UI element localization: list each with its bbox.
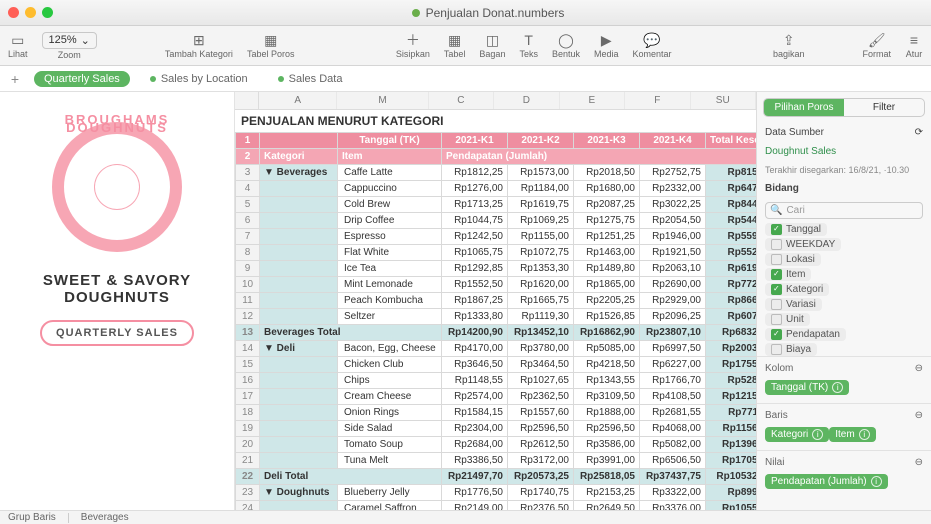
canvas-sidebar: BROUGHAMS DOUGHNUTS SWEET & SAVORY DOUGH… [0, 92, 235, 510]
column-headers: A M C D E F SU [235, 92, 756, 110]
close-icon[interactable] [8, 7, 19, 18]
checkbox-icon[interactable] [771, 329, 782, 340]
view-button[interactable]: ▭Lihat [8, 32, 28, 59]
search-icon: 🔍 [770, 205, 782, 216]
field-pendapatan[interactable]: Pendapatan [765, 328, 846, 341]
checkbox-icon[interactable] [771, 299, 782, 310]
checkbox-icon[interactable] [771, 269, 782, 280]
window-title: Penjualan Donat.numbers [53, 6, 923, 20]
toolbar: ▭Lihat 125%⌄ Zoom ⊞Tambah Kategori ▦Tabe… [0, 26, 931, 66]
add-sheet-button[interactable]: + [6, 71, 24, 87]
field-biaya[interactable]: Biaya [765, 343, 817, 356]
footer: Grup Baris Beverages [0, 510, 931, 524]
inspector-segment[interactable]: Pilihan Poros Filter [763, 98, 925, 117]
field-tanggal[interactable]: Tanggal [765, 223, 827, 236]
zoom-control[interactable]: 125%⌄ Zoom [42, 32, 97, 60]
values-label: Nilai [765, 457, 784, 468]
field-unit[interactable]: Unit [765, 313, 810, 326]
tag-item[interactable]: Item i [829, 427, 875, 442]
checkbox-icon[interactable] [771, 344, 782, 355]
remove-icon[interactable]: ⊖ [915, 363, 923, 374]
footer-group-label: Grup Baris [8, 512, 56, 523]
spreadsheet[interactable]: A M C D E F SU PENJUALAN MENURUT KATEGOR… [235, 92, 756, 510]
format-button[interactable]: 🖌Format [862, 32, 891, 59]
comment-button[interactable]: 💬Komentar [633, 32, 672, 59]
tag-kategori[interactable]: Kategori i [765, 427, 829, 442]
pivot-table[interactable]: 1Tanggal (TK)2021-K12021-K22021-K32021-K… [235, 132, 756, 510]
info-icon: i [859, 429, 870, 440]
share-button[interactable]: ⇪bagikan [773, 32, 805, 59]
footer-group-value: Beverages [81, 512, 129, 523]
arrange-button[interactable]: ≡Atur [905, 32, 923, 59]
field-lokasi[interactable]: Lokasi [765, 253, 821, 266]
headline: SWEET & SAVORY DOUGHNUTS [43, 272, 191, 306]
field-search[interactable]: 🔍 Cari [765, 202, 923, 219]
media-button[interactable]: ▶Media [594, 32, 619, 59]
brand-arc-bottom: DOUGHNUTS [42, 120, 192, 270]
sheet-tabs: + Quarterly Sales Sales by Location Sales… [0, 66, 931, 92]
insert-button[interactable]: ＋Sisipkan [396, 32, 430, 59]
document-status-icon [412, 9, 420, 17]
info-icon: i [812, 429, 823, 440]
columns-label: Kolom [765, 363, 793, 374]
segment-pivot[interactable]: Pilihan Poros [764, 99, 844, 116]
remove-icon[interactable]: ⊖ [915, 410, 923, 421]
chevron-down-icon: ⌄ [81, 34, 90, 47]
checkbox-icon[interactable] [771, 254, 782, 265]
minimize-icon[interactable] [25, 7, 36, 18]
field-variasi[interactable]: Variasi [765, 298, 822, 311]
window-controls [8, 7, 53, 18]
field-item[interactable]: Item [765, 268, 811, 281]
table-title: PENJUALAN MENURUT KATEGORI [235, 110, 756, 132]
checkbox-icon[interactable] [771, 284, 782, 295]
data-source-label: Data Sumber [765, 127, 824, 138]
pivot-table-button[interactable]: ▦Tabel Poros [247, 32, 295, 59]
tab-sales-by-location[interactable]: Sales by Location [140, 71, 258, 87]
refresh-icon[interactable]: ⟳ [915, 127, 923, 138]
tag-tanggal-tk-[interactable]: Tanggal (TK) i [765, 380, 849, 395]
checkbox-icon[interactable] [771, 224, 782, 235]
info-icon: i [832, 382, 843, 393]
quarterly-sales-button[interactable]: QUARTERLY SALES [40, 320, 194, 346]
shape-button[interactable]: ◯Bentuk [552, 32, 580, 59]
table-button[interactable]: ▦Tabel [444, 32, 466, 59]
rows-label: Baris [765, 410, 788, 421]
fields-label: Bidang [757, 179, 931, 198]
text-button[interactable]: TTeks [519, 32, 538, 59]
titlebar: Penjualan Donat.numbers [0, 0, 931, 26]
segment-filter[interactable]: Filter [844, 99, 924, 116]
add-category-button[interactable]: ⊞Tambah Kategori [165, 32, 233, 59]
tab-quarterly-sales[interactable]: Quarterly Sales [34, 71, 130, 87]
tag-pendapatan-jumlah-[interactable]: Pendapatan (Jumlah) i [765, 474, 888, 489]
last-refreshed: Terakhir disegarkan: 16/8/21, ·10.30 [757, 161, 931, 179]
chart-button[interactable]: ◫Bagan [479, 32, 505, 59]
inspector: Pilihan Poros Filter Data Sumber ⟳ Dough… [756, 92, 931, 510]
remove-icon[interactable]: ⊖ [915, 457, 923, 468]
checkbox-icon[interactable] [771, 239, 782, 250]
tab-sales-data[interactable]: Sales Data [268, 71, 353, 87]
info-icon: i [871, 476, 882, 487]
zoom-icon[interactable] [42, 7, 53, 18]
checkbox-icon[interactable] [771, 314, 782, 325]
data-source-link[interactable]: Doughnut Sales [757, 142, 931, 161]
field-kategori[interactable]: Kategori [765, 283, 829, 296]
field-weekday[interactable]: WEEKDAY [765, 238, 841, 251]
